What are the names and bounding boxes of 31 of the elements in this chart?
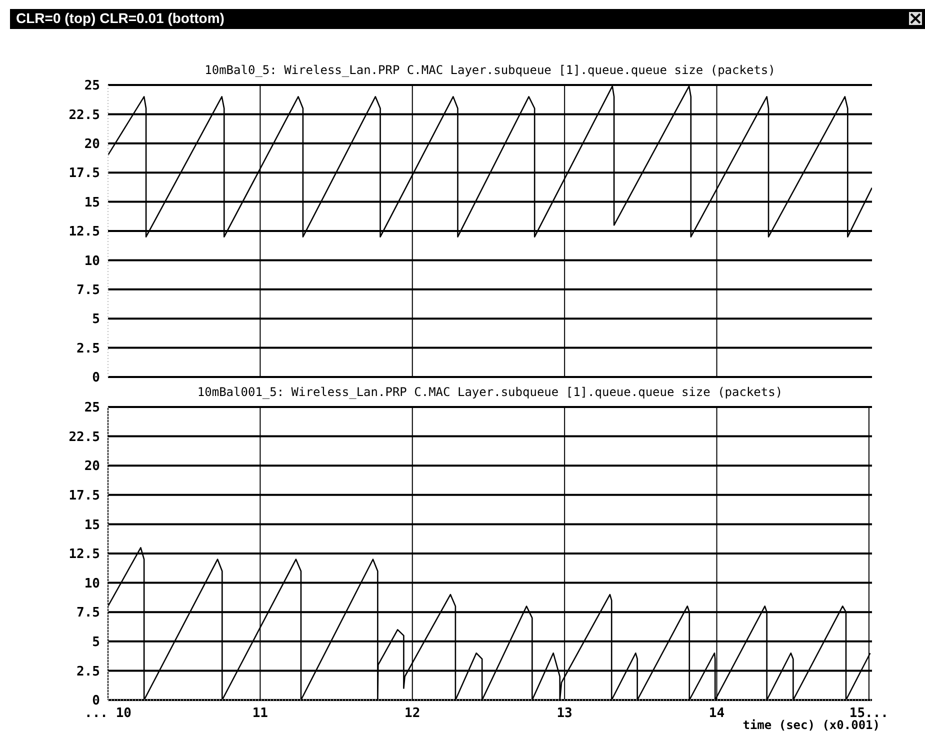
chart-title: 10mBal001_5: Wireless_Lan.PRP C.MAC Layer.subqueue [1].queue.queue size (packets) <box>196 385 784 401</box>
y-tick-label: 20 <box>84 137 100 152</box>
x-tick-label: 14 <box>708 706 725 722</box>
x-axis-title: time (sec) (x0.001) <box>742 718 880 732</box>
y-tick-label: 5 <box>92 312 100 328</box>
x-tick-label: 12 <box>404 706 420 722</box>
y-tick-label: 17.5 <box>68 166 100 182</box>
y-tick-label: 0 <box>92 370 100 386</box>
chart-title: CLR=0 (top) CLR=0.01 (bottom) <box>16 10 224 26</box>
y-tick-label: 22.5 <box>68 430 100 445</box>
y-tick-label: 22.5 <box>68 108 100 123</box>
y-tick-label: 2.5 <box>76 664 100 680</box>
x-tick-label: ... 10 <box>84 706 132 722</box>
y-tick-label: 7.5 <box>76 606 100 621</box>
y-tick-label: 10 <box>84 576 100 592</box>
y-tick-label: 7.5 <box>76 283 100 298</box>
y-tick-label: 20 <box>84 459 100 474</box>
y-tick-label: 0 <box>92 694 100 709</box>
y-tick-label: 17.5 <box>68 488 100 504</box>
y-tick-label: 12.5 <box>68 224 100 240</box>
x-tick-label: 11 <box>252 706 268 722</box>
y-tick-label: 10 <box>84 254 100 269</box>
x-tick-label: 13 <box>556 706 572 722</box>
y-tick-label: 2.5 <box>76 341 100 356</box>
y-tick-label: 25 <box>84 400 100 416</box>
y-tick-label: 12.5 <box>68 547 100 562</box>
y-tick-label: 25 <box>84 78 100 94</box>
chart-subtitle: 10mBal0_5: Wireless_Lan.PRP C.MAC Layer.subqueue [1].queue.queue size (packets) <box>204 63 776 79</box>
y-tick-label: 5 <box>92 635 100 650</box>
y-tick-label: 15 <box>84 195 100 210</box>
y-tick-label: 15 <box>84 518 100 533</box>
